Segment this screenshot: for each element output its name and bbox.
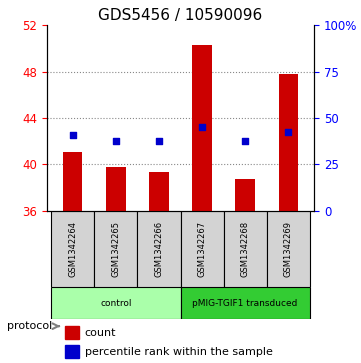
Bar — [94, 211, 138, 287]
Text: count: count — [85, 328, 116, 338]
Text: GSM1342264: GSM1342264 — [68, 221, 77, 277]
Text: GSM1342265: GSM1342265 — [112, 221, 120, 277]
Bar — [235, 179, 255, 211]
Bar — [63, 151, 82, 211]
Bar — [65, 345, 79, 358]
Text: GSM1342267: GSM1342267 — [197, 221, 206, 277]
Bar — [192, 45, 212, 211]
Point — [285, 129, 291, 135]
Point — [199, 124, 205, 130]
Bar — [51, 211, 94, 287]
Bar — [180, 287, 310, 319]
Point — [70, 132, 76, 138]
Bar — [223, 211, 267, 287]
Text: GSM1342266: GSM1342266 — [155, 221, 164, 277]
Bar — [267, 211, 310, 287]
Text: control: control — [100, 299, 132, 307]
Bar — [180, 211, 223, 287]
Bar — [149, 172, 169, 211]
Text: pMIG-TGIF1 transduced: pMIG-TGIF1 transduced — [192, 299, 298, 307]
Point — [156, 138, 162, 144]
Bar — [138, 211, 180, 287]
Bar — [106, 167, 126, 211]
Bar — [51, 287, 180, 319]
Text: GSM1342268: GSM1342268 — [241, 221, 249, 277]
Title: GDS5456 / 10590096: GDS5456 / 10590096 — [99, 8, 262, 23]
Bar — [279, 74, 298, 211]
Text: protocol: protocol — [7, 321, 52, 331]
Point — [113, 138, 119, 144]
Point — [242, 138, 248, 144]
Bar — [65, 326, 79, 339]
Text: GSM1342269: GSM1342269 — [284, 221, 293, 277]
Text: percentile rank within the sample: percentile rank within the sample — [85, 347, 273, 357]
